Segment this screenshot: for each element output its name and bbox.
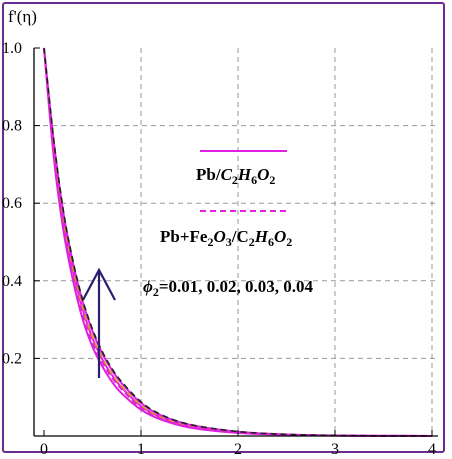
x-tick-label-3: 3 — [331, 441, 339, 458]
series-line-5 — [43, 47, 433, 437]
y-tick-label-2: 0.6 — [2, 195, 22, 212]
phi-annotation: ϕ2=0.01, 0.02, 0.03, 0.04 — [143, 277, 314, 299]
y-tick-label-0: 0.2 — [2, 350, 22, 367]
x-tick-label-4: 4 — [428, 441, 436, 458]
y-axis-label: f'(η) — [8, 7, 37, 26]
y-tick-label-4: 1.0 — [2, 40, 22, 57]
x-tick-label-1: 1 — [137, 441, 145, 458]
x-tick-label-2: 2 — [234, 441, 242, 458]
legend-label-1: Pb/C2H6O2 — [196, 165, 275, 187]
grid-lines — [34, 48, 438, 436]
y-tick-label-1: 0.4 — [2, 273, 22, 290]
ticks: 0 1 2 3 4 0.2 0.4 0.6 0.8 1.0 — [2, 40, 436, 458]
x-tick-label-0: 0 — [40, 441, 48, 458]
y-tick-label-3: 0.8 — [2, 118, 22, 135]
series-line-4 — [43, 47, 433, 437]
curves — [43, 47, 433, 437]
increase-arrow-icon — [82, 267, 116, 378]
chart-frame — [2, 2, 445, 453]
legend-label-2: Pb+Fe2O3/C2H6O2 — [160, 227, 292, 249]
